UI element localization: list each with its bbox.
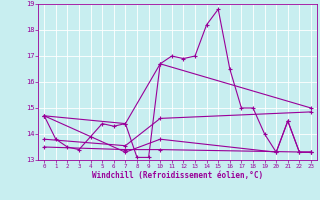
X-axis label: Windchill (Refroidissement éolien,°C): Windchill (Refroidissement éolien,°C)	[92, 171, 263, 180]
